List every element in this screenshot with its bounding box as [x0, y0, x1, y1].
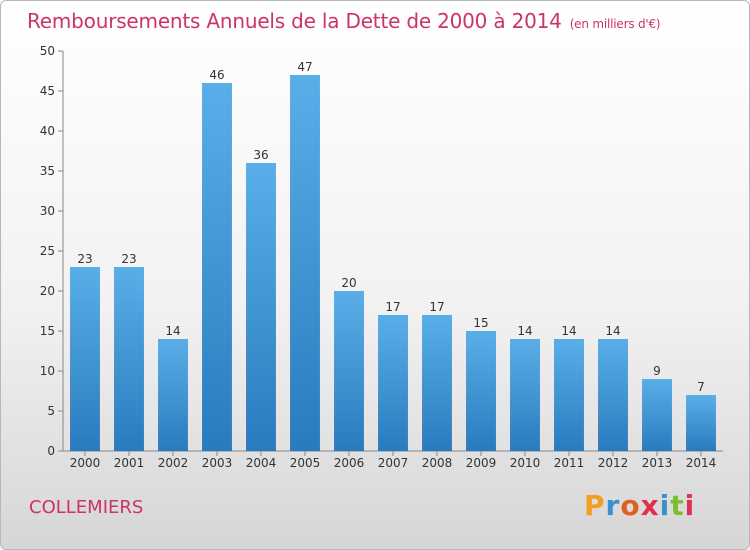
- y-tick-label: 35: [40, 164, 55, 178]
- data-label: 9: [653, 364, 661, 378]
- data-label: 47: [297, 60, 312, 74]
- x-tick-label: 2010: [510, 456, 541, 470]
- chart-unit: (en milliers d'€): [569, 17, 661, 31]
- y-tick-label: 30: [40, 204, 55, 218]
- x-tick-label: 2014: [686, 456, 717, 470]
- bar: [686, 395, 716, 451]
- y-tick-label: 0: [47, 444, 55, 458]
- x-tick-label: 2011: [554, 456, 585, 470]
- x-tick-label: 2008: [422, 456, 453, 470]
- data-label: 17: [385, 300, 400, 314]
- data-label: 23: [77, 252, 92, 266]
- logo-letter: i: [684, 489, 696, 522]
- x-tick-label: 2013: [642, 456, 673, 470]
- bar: [642, 379, 672, 451]
- bar: [422, 315, 452, 451]
- x-tick-label: 2004: [246, 456, 277, 470]
- y-tick-label: 10: [40, 364, 55, 378]
- logo-letter: o: [620, 489, 641, 522]
- bar: [202, 83, 232, 451]
- bar: [114, 267, 144, 451]
- y-tick-label: 15: [40, 324, 55, 338]
- y-tick-label: 45: [40, 84, 55, 98]
- x-tick-label: 2002: [158, 456, 189, 470]
- data-label: 7: [697, 380, 705, 394]
- data-label: 14: [517, 324, 532, 338]
- y-tick-label: 20: [40, 284, 55, 298]
- bar: [70, 267, 100, 451]
- y-tick-label: 50: [40, 44, 55, 58]
- bar: [554, 339, 584, 451]
- x-tick-label: 2000: [70, 456, 101, 470]
- data-label: 14: [165, 324, 180, 338]
- bar: [334, 291, 364, 451]
- data-label: 14: [561, 324, 576, 338]
- logo-letter: P: [584, 489, 606, 522]
- x-tick-label: 2003: [202, 456, 233, 470]
- x-tick-label: 2012: [598, 456, 629, 470]
- x-tick-label: 2009: [466, 456, 497, 470]
- chart-axes: 0 5 10 15 20 25 30 35 40 45 50: [40, 44, 723, 458]
- y-tick-label: 25: [40, 244, 55, 258]
- data-label: 20: [341, 276, 356, 290]
- chart-bars: [70, 75, 716, 451]
- bar: [510, 339, 540, 451]
- x-tick-label: 2001: [114, 456, 145, 470]
- data-label: 46: [209, 68, 224, 82]
- bar: [158, 339, 188, 451]
- data-label: 23: [121, 252, 136, 266]
- bar: [378, 315, 408, 451]
- logo-letter: r: [605, 489, 621, 522]
- bar: [466, 331, 496, 451]
- bar: [598, 339, 628, 451]
- data-label: 14: [605, 324, 620, 338]
- logo-letter: i: [659, 489, 671, 522]
- data-label: 17: [429, 300, 444, 314]
- chart-title-text: Remboursements Annuels de la Dette de 20…: [27, 9, 562, 33]
- y-tick-label: 40: [40, 124, 55, 138]
- y-tick-label: 5: [47, 404, 55, 418]
- bar: [290, 75, 320, 451]
- x-tick-label: 2007: [378, 456, 409, 470]
- x-tick-label: 2005: [290, 456, 321, 470]
- commune-name: COLLEMIERS: [29, 497, 144, 518]
- proxiti-logo: Proxiti: [584, 489, 695, 522]
- logo-letter: x: [640, 489, 660, 522]
- bar: [246, 163, 276, 451]
- logo-letter: t: [670, 489, 685, 522]
- chart-labels: 2000 23 2001 23 2002 14 2003 46 2004 36 2005 47 2006…: [70, 60, 717, 470]
- chart-title: Remboursements Annuels de la Dette de 20…: [27, 9, 661, 33]
- data-label: 36: [253, 148, 268, 162]
- x-tick-label: 2006: [334, 456, 365, 470]
- data-label: 15: [473, 316, 488, 330]
